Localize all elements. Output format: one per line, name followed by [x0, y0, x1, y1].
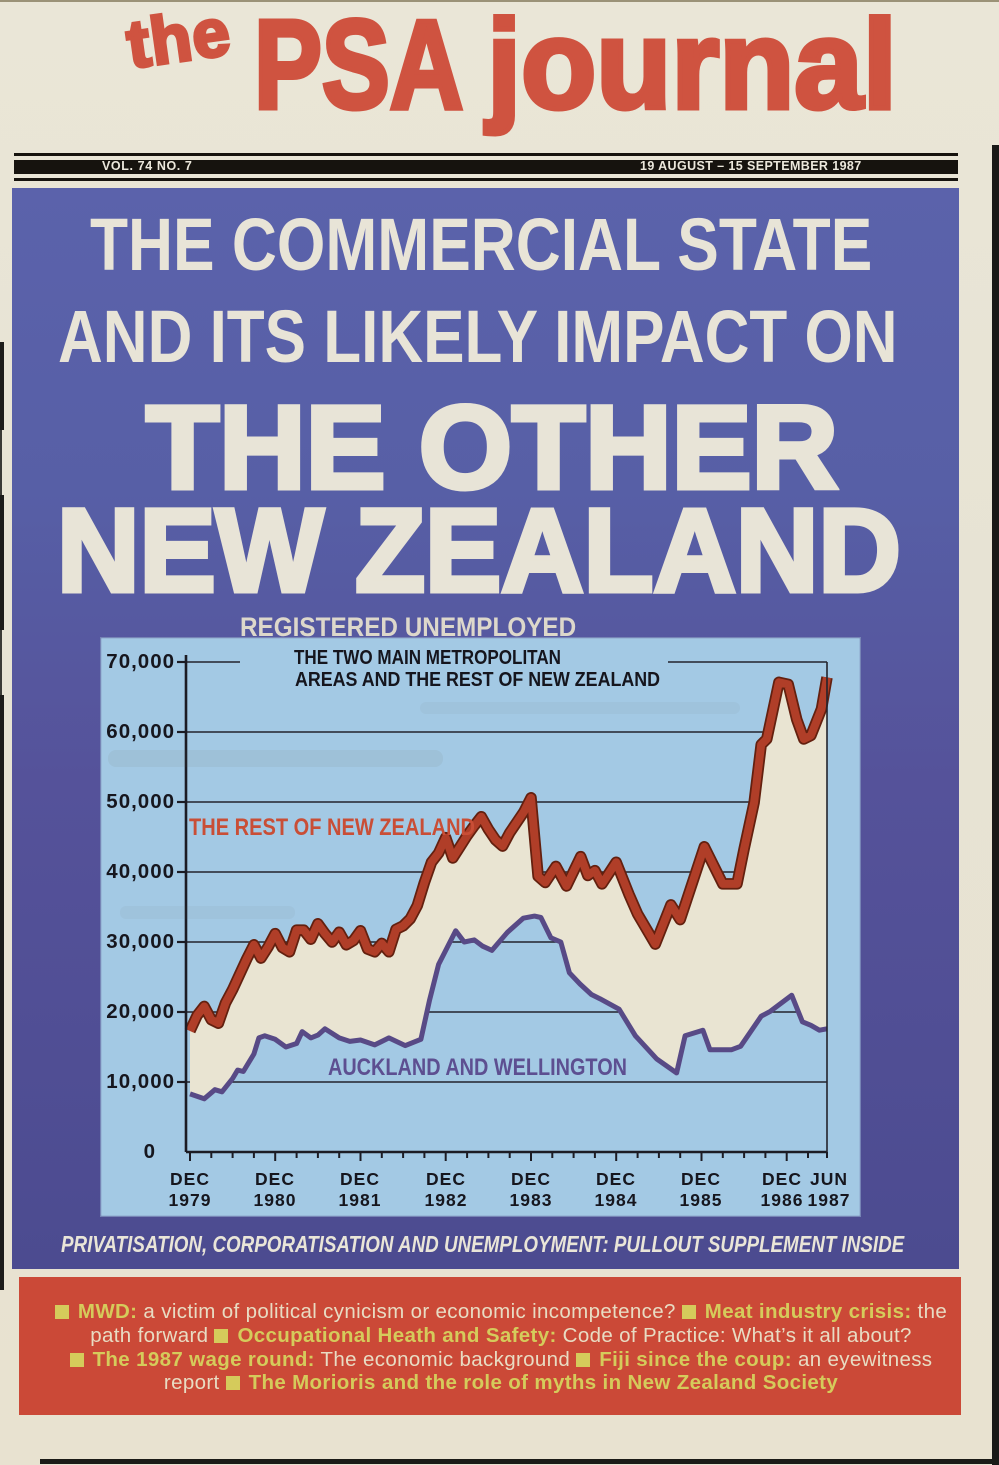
svg-text:THE TWO MAIN METROPOLITAN: THE TWO MAIN METROPOLITAN — [294, 646, 561, 669]
svg-text:DEC: DEC — [762, 1169, 802, 1189]
svg-text:70,000: 70,000 — [106, 650, 175, 673]
svg-text:DEC: DEC — [170, 1169, 210, 1189]
svg-text:DEC: DEC — [511, 1169, 551, 1189]
svg-text:DEC: DEC — [255, 1169, 295, 1189]
svg-text:0: 0 — [144, 1140, 155, 1163]
svg-text:1987: 1987 — [808, 1190, 851, 1210]
svg-text:DEC: DEC — [426, 1169, 466, 1189]
svg-text:1984: 1984 — [595, 1190, 638, 1210]
svg-text:1981: 1981 — [339, 1190, 382, 1210]
svg-text:DEC: DEC — [596, 1169, 636, 1189]
svg-text:20,000: 20,000 — [106, 1000, 175, 1023]
svg-text:1979: 1979 — [169, 1190, 212, 1210]
svg-text:30,000: 30,000 — [106, 930, 175, 953]
svg-text:50,000: 50,000 — [106, 790, 175, 813]
svg-text:DEC: DEC — [340, 1169, 380, 1189]
svg-text:AUCKLAND AND WELLINGTON: AUCKLAND AND WELLINGTON — [328, 1054, 627, 1081]
svg-text:DEC: DEC — [681, 1169, 721, 1189]
svg-text:JUN: JUN — [810, 1169, 848, 1189]
svg-text:AREAS AND THE REST OF NEW ZEAL: AREAS AND THE REST OF NEW ZEALAND — [295, 668, 660, 691]
svg-text:1986: 1986 — [761, 1190, 804, 1210]
svg-text:1985: 1985 — [680, 1190, 723, 1210]
svg-text:1983: 1983 — [510, 1190, 553, 1210]
svg-text:1980: 1980 — [254, 1190, 297, 1210]
svg-text:THE REST OF NEW ZEALAND: THE REST OF NEW ZEALAND — [189, 814, 475, 841]
svg-text:40,000: 40,000 — [106, 860, 175, 883]
svg-text:60,000: 60,000 — [106, 720, 175, 743]
svg-text:10,000: 10,000 — [106, 1070, 175, 1093]
svg-text:1982: 1982 — [425, 1190, 468, 1210]
